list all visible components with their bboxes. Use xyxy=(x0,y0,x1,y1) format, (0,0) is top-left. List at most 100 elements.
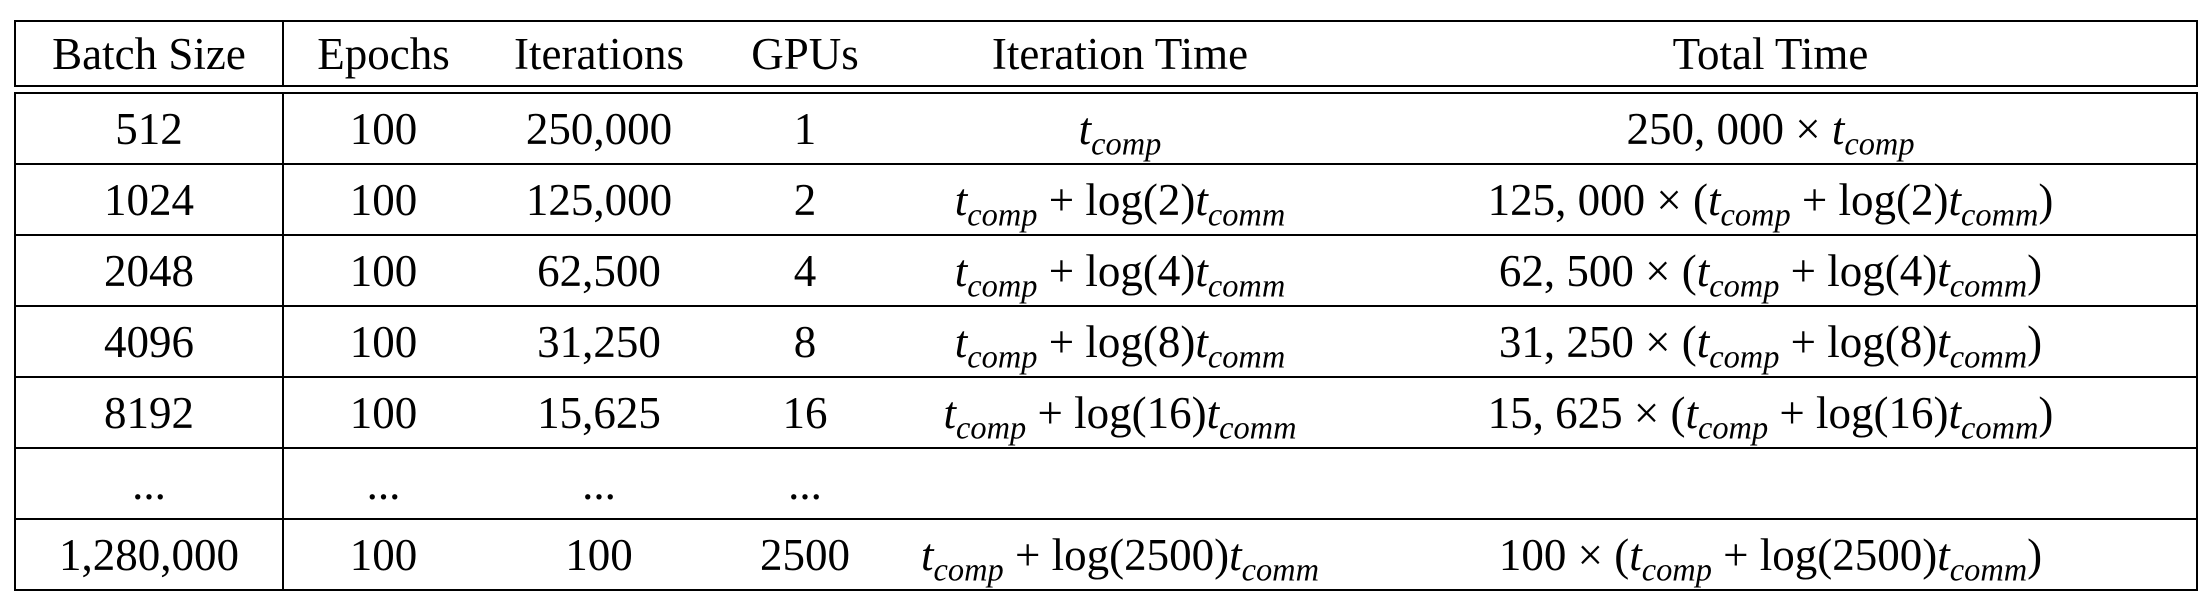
cell-iteration-time: tcomp + log(16)tcomm xyxy=(895,376,1345,448)
symbol-t: t xyxy=(1707,174,1721,225)
iteration-count: 100 xyxy=(1498,529,1567,580)
cell-iterations: 62,500 xyxy=(483,234,715,306)
cell-iterations: ... xyxy=(483,447,715,519)
symbol-t: t xyxy=(1685,387,1698,438)
cell-batch-size: 8192 xyxy=(15,376,284,448)
cell-gpus: 2500 xyxy=(715,518,895,590)
cell-iteration-time: tcomp xyxy=(895,93,1345,164)
cell-epochs: 100 xyxy=(283,518,483,590)
cell-batch-size: 4096 xyxy=(15,305,284,377)
cell-batch-size: ... xyxy=(15,447,284,519)
cell-epochs: 100 xyxy=(283,234,483,306)
cell-iterations: 250,000 xyxy=(525,103,673,154)
iteration-count: 15, 625 xyxy=(1487,387,1623,438)
total-time-formula: 100 × (tcomp + log(2500)tcomm) xyxy=(1498,529,2043,588)
cell-total-time: 15, 625 × (tcomp + log(16)tcomm) xyxy=(1345,376,2197,448)
log-term: log(16) xyxy=(1816,387,1949,438)
symbol-t: t xyxy=(954,316,968,367)
cell-gpus: 1 xyxy=(793,103,817,154)
total-time-formula: 250, 000 × tcomp xyxy=(1626,103,1915,162)
subscript-comm: comm xyxy=(1207,196,1286,233)
symbol-t: t xyxy=(1206,387,1220,438)
cell-batch-size: 1,280,000 xyxy=(15,518,284,590)
column-header-4: Iteration Time xyxy=(991,28,1249,79)
cell-iteration-time: tcomp + log(2500)tcomm xyxy=(895,518,1345,590)
cell-gpus: 16 xyxy=(715,376,895,448)
table-row: 8192 100 15,625 16 tcomp + log(16)tcomm 15, 6… xyxy=(15,376,2197,448)
subscript-comp: comp xyxy=(1844,125,1915,162)
cell-batch-size: 1024 xyxy=(15,163,284,235)
symbol-t: t xyxy=(1696,245,1710,296)
subscript-comp: comp xyxy=(933,551,1004,588)
cell-iterations: 15,625 xyxy=(483,376,715,448)
symbol-t: t xyxy=(1078,103,1092,154)
total-time-formula: 125, 000 × (tcomp + log(2)tcomm) xyxy=(1487,174,2054,233)
iteration-time-formula: tcomp xyxy=(1078,103,1162,161)
total-time-formula: 31, 250 × (tcomp + log(8)tcomm) xyxy=(1498,316,2043,375)
symbol-t: t xyxy=(943,387,957,438)
subscript-comp: comp xyxy=(967,338,1038,375)
cell-epochs: ... xyxy=(283,447,483,519)
subscript-comp: comp xyxy=(1697,409,1769,446)
log-term: log(8) xyxy=(1085,316,1196,367)
table-header: Batch Size Epochs Iterations GPUs Iteration … xyxy=(14,20,2198,87)
subscript-comp: comp xyxy=(956,409,1027,446)
table-row: ............ xyxy=(15,447,2197,519)
symbol-t: t xyxy=(1831,103,1845,154)
cell-epochs: 100 xyxy=(349,103,418,154)
cell-iterations: 100 xyxy=(483,518,715,590)
symbol-t: t xyxy=(1937,529,1950,580)
iteration-count: 250, 000 xyxy=(1626,103,1784,154)
table-row: 1,280,000 100 100 2500 tcomp + log(2500)tcom… xyxy=(15,518,2197,590)
column-header-3: GPUs xyxy=(751,28,859,79)
subscript-comm: comm xyxy=(1219,409,1297,446)
subscript-comp: comp xyxy=(1709,267,1780,304)
column-header-1: Epochs xyxy=(317,28,450,79)
cell-iterations: 31,250 xyxy=(483,305,715,377)
column-header-5: Total Time xyxy=(1672,28,1869,79)
cell-total-time xyxy=(1345,447,2197,519)
log-term: log(2) xyxy=(1085,174,1196,225)
cell-gpus: ... xyxy=(715,447,895,519)
cell-total-time: 100 × (tcomp + log(2500)tcomm) xyxy=(1345,518,2197,590)
header-row: Batch Size Epochs Iterations GPUs Iteration … xyxy=(15,21,2197,86)
table-row: 2048 100 62,500 4 tcomp + log(4)tcomm 62, 500… xyxy=(15,234,2197,306)
log-term: log(2500) xyxy=(1759,529,1938,580)
symbol-t: t xyxy=(1948,174,1962,225)
cell-iteration-time xyxy=(895,447,1345,519)
table-row: 1024 100 125,000 2 tcomp + log(2)tcomm 125, 0… xyxy=(15,163,2197,235)
subscript-comm: comm xyxy=(1207,267,1286,304)
cell-epochs: 100 xyxy=(283,305,483,377)
symbol-t: t xyxy=(1195,245,1208,296)
cell-gpus: 2 xyxy=(715,163,895,235)
subscript-comp: comp xyxy=(1091,125,1162,162)
subscript-comp: comp xyxy=(1720,196,1791,233)
cell-total-time: 250, 000 × tcomp xyxy=(1345,93,2197,164)
column-header-2: Iterations xyxy=(514,28,684,79)
symbol-t: t xyxy=(1937,245,1950,296)
symbol-t: t xyxy=(1948,387,1962,438)
log-term: log(4) xyxy=(1827,245,1938,296)
cell-iterations: 125,000 xyxy=(483,163,715,235)
total-time-formula: 62, 500 × (tcomp + log(4)tcomm) xyxy=(1498,245,2043,304)
symbol-t: t xyxy=(1195,174,1208,225)
table-row: 512 100 250,000 1 tcomp 250, 000 × tcomp xyxy=(15,93,2197,164)
cell-epochs: 100 xyxy=(283,376,483,448)
cell-batch-size: 2048 xyxy=(15,234,284,306)
symbol-t: t xyxy=(1629,529,1642,580)
iteration-time-formula: tcomp + log(8)tcomm xyxy=(954,316,1286,375)
subscript-comp: comp xyxy=(967,196,1038,233)
column-header-0: Batch Size xyxy=(15,21,284,86)
cell-gpus: 4 xyxy=(715,234,895,306)
iteration-count: 62, 500 xyxy=(1498,245,1634,296)
subscript-comm: comm xyxy=(1961,196,2039,233)
iteration-time-formula: tcomp + log(2)tcomm xyxy=(954,174,1286,233)
iteration-time-formula: tcomp + log(2500)tcomm xyxy=(921,529,1319,588)
cell-total-time: 125, 000 × (tcomp + log(2)tcomm) xyxy=(1345,163,2197,235)
log-term: log(2500) xyxy=(1051,529,1230,580)
cell-total-time: 31, 250 × (tcomp + log(8)tcomm) xyxy=(1345,305,2197,377)
symbol-t: t xyxy=(1696,316,1710,367)
iteration-count: 125, 000 xyxy=(1487,174,1646,225)
cell-epochs: 100 xyxy=(283,163,483,235)
